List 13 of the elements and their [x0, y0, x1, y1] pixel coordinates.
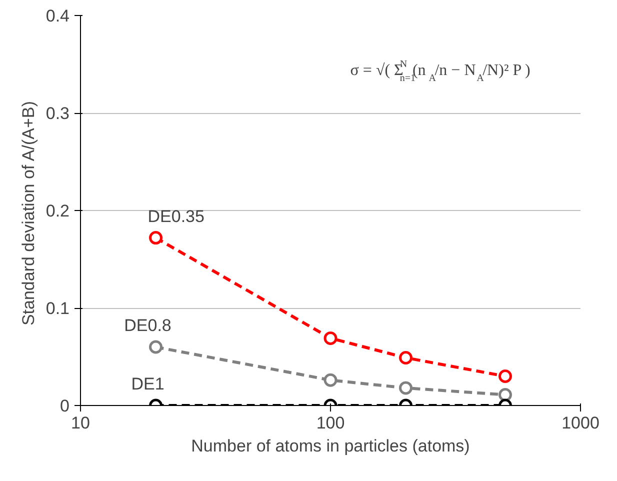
y-tick-label: 0.2: [46, 202, 70, 220]
series-label: DE0.35: [148, 206, 204, 226]
series-label: DE0.8: [124, 316, 172, 335]
y-axis-title: Standard deviation of A/(A+B): [18, 101, 38, 326]
y-tick-label: 0: [60, 396, 70, 416]
x-tick-label: 100: [316, 414, 345, 432]
x-axis-title: Number of atoms in particles (atoms): [191, 436, 470, 456]
y-tick-label: 0.4: [46, 6, 70, 26]
y-tick-label: 0.3: [46, 104, 70, 123]
series-label: DE1: [131, 374, 164, 394]
x-tick-label: 1000: [562, 414, 600, 432]
y-tick-label: 0.1: [46, 299, 70, 318]
x-tick-label: 10: [71, 414, 90, 432]
